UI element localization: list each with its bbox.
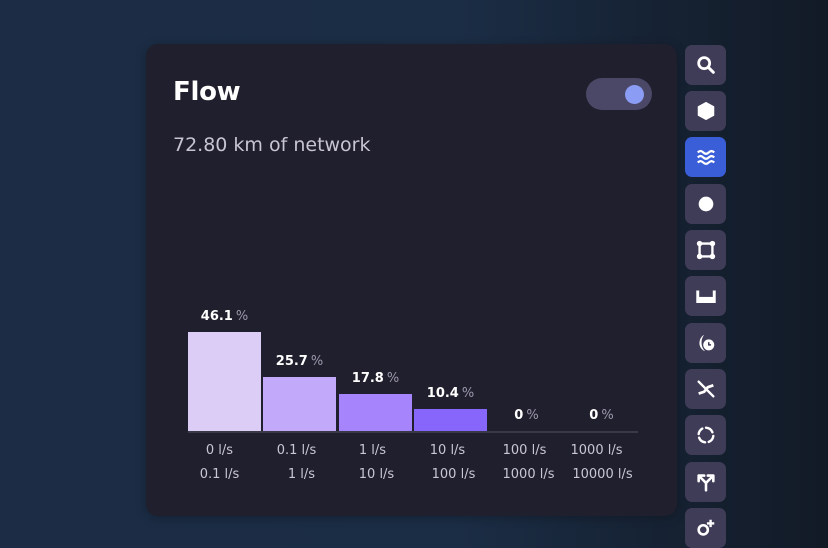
- range-to-label: 1000 l/s: [502, 467, 555, 482]
- branch-layer-button[interactable]: [685, 462, 726, 502]
- network-length: 72.80 km of network: [173, 134, 371, 156]
- bar-value-label: 17.8%: [351, 371, 400, 386]
- circle-icon: [698, 196, 713, 212]
- bar-value-label: 0%: [514, 408, 539, 423]
- hexagon-icon: [697, 101, 714, 121]
- panel-title: Flow: [173, 77, 241, 107]
- range-to-label: 10 l/s: [358, 467, 395, 482]
- range-to-label: 10000 l/s: [572, 467, 633, 482]
- bar-1[interactable]: [263, 377, 336, 431]
- range-from-label: 0 l/s: [205, 443, 234, 458]
- range-from-label: 1000 l/s: [570, 443, 623, 458]
- bar-0[interactable]: [188, 332, 261, 431]
- age-clock-icon: [698, 334, 714, 352]
- tray-icon: [695, 290, 716, 303]
- range-from-label: 0.1 l/s: [276, 443, 317, 458]
- range-from-label: 1 l/s: [358, 443, 387, 458]
- zoom-in-icon: [696, 519, 714, 536]
- area-layer-button[interactable]: [685, 230, 726, 270]
- bar-value-label: 25.7%: [275, 354, 324, 369]
- age-layer-button[interactable]: [685, 323, 726, 363]
- bar-value-label: 46.1%: [200, 309, 249, 324]
- bar-value-label: 10.4%: [426, 386, 475, 401]
- range-from-label: 100 l/s: [502, 443, 547, 458]
- polygon-nodes-icon: [696, 240, 715, 260]
- hexagon-layer-button[interactable]: [685, 91, 726, 131]
- range-from-label: 10 l/s: [429, 443, 466, 458]
- toggle-knob: [625, 85, 644, 104]
- waves-icon: [696, 149, 715, 165]
- swirl-icon: [696, 426, 715, 444]
- flow-layer-button[interactable]: [685, 137, 726, 177]
- zoom-in-button[interactable]: [685, 508, 726, 548]
- search-button[interactable]: [685, 45, 726, 85]
- search-icon: [696, 56, 715, 74]
- bar-3[interactable]: [414, 409, 487, 431]
- disconnect-layer-button[interactable]: [685, 369, 726, 409]
- bar-2[interactable]: [339, 394, 412, 431]
- tank-layer-button[interactable]: [685, 276, 726, 316]
- chart-baseline: [188, 431, 638, 433]
- flow-panel: Flow 72.80 km of network 46.1% 25.7% 17.…: [146, 44, 677, 516]
- layer-toggle[interactable]: [586, 78, 652, 110]
- nodes-layer-button[interactable]: [685, 184, 726, 224]
- bar-value-label: 0%: [589, 408, 614, 423]
- split-arrows-icon: [696, 474, 715, 492]
- range-to-label: 100 l/s: [431, 467, 476, 482]
- crossed-path-icon: [696, 380, 715, 398]
- range-to-label: 0.1 l/s: [199, 467, 240, 482]
- range-to-label: 1 l/s: [287, 467, 316, 482]
- flow-histogram: 46.1% 25.7% 17.8% 10.4% 0% 0% 0 l/s 0.1 …: [146, 44, 677, 516]
- swirl-layer-button[interactable]: [685, 415, 726, 455]
